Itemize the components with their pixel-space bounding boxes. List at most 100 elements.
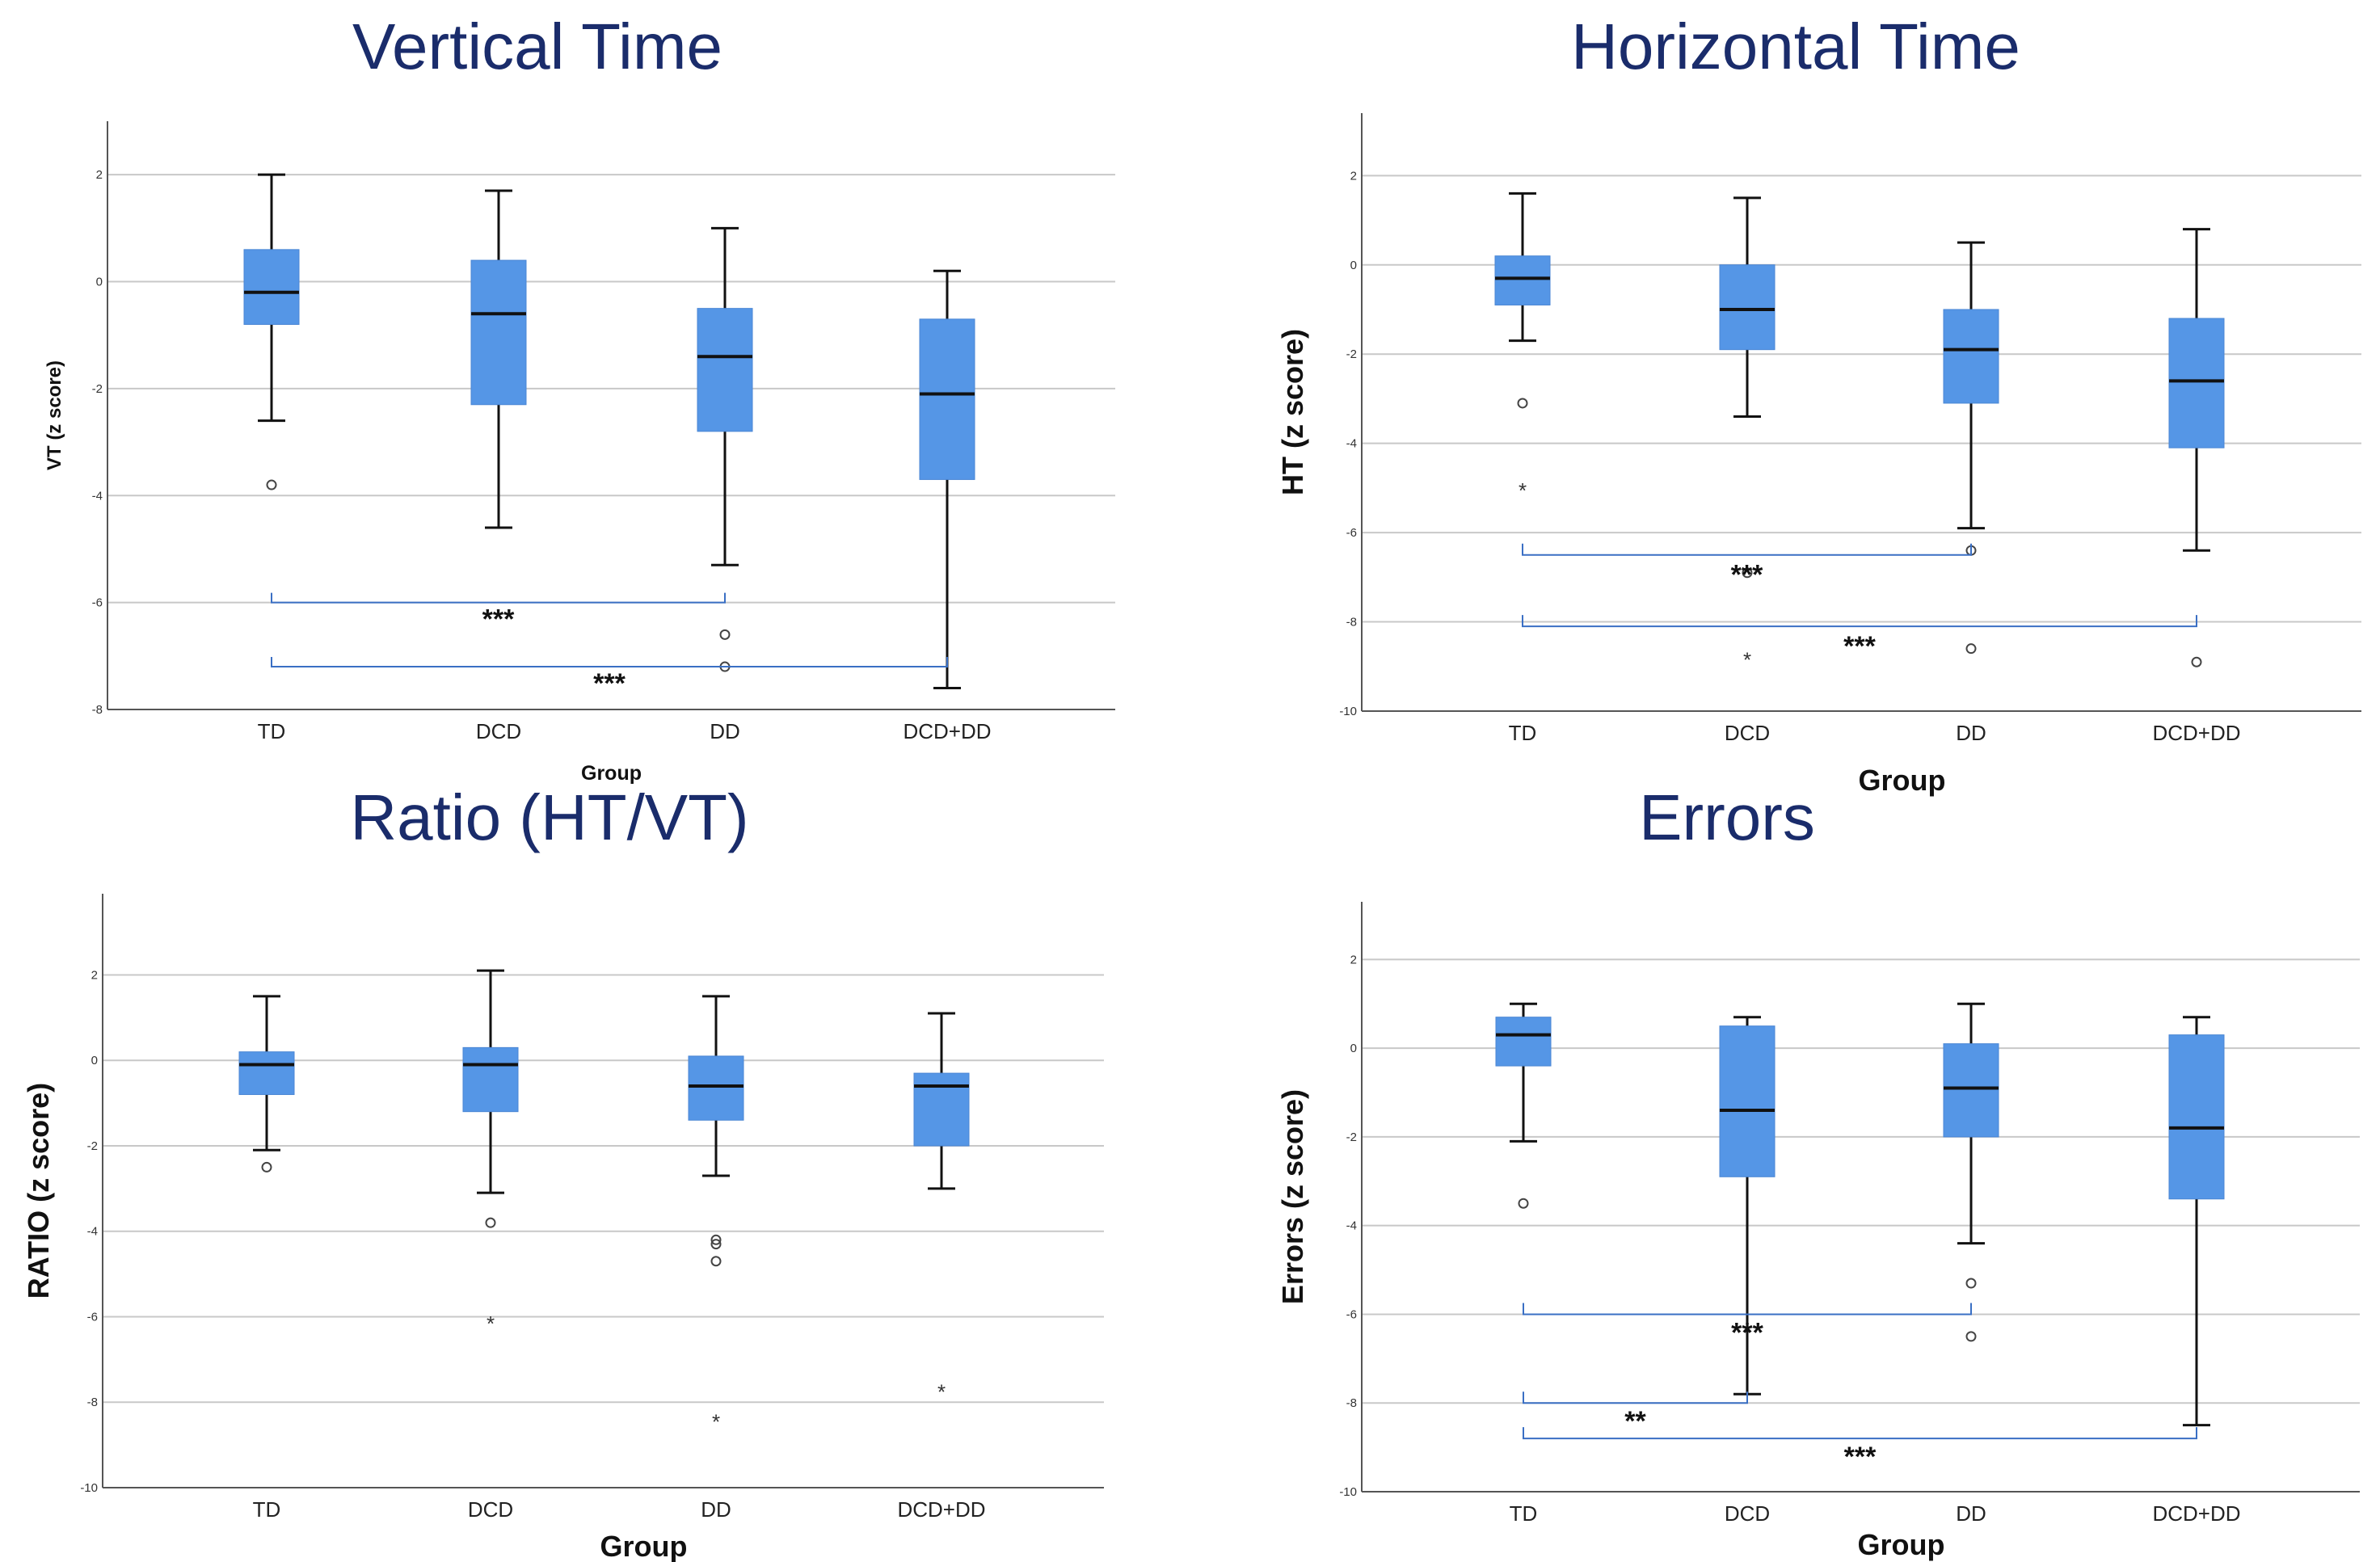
y-tick-label: -2 xyxy=(1346,347,1357,361)
box-iqr xyxy=(2168,1034,2225,1200)
x-tick-label: DD xyxy=(1956,1501,1986,1526)
x-axis-title: Group xyxy=(1859,764,1946,797)
x-tick-label: DCD+DD xyxy=(903,719,991,743)
bracket-line xyxy=(1523,1391,1748,1404)
outlier-point xyxy=(261,1161,272,1173)
outlier-point xyxy=(266,479,277,490)
chart-title: Ratio (HT/VT) xyxy=(350,781,749,853)
box-dcd-dd xyxy=(2168,1016,2225,1427)
bracket-line xyxy=(271,657,948,668)
panel-vertical-time: Vertical Time 2 0 -2 -4 -6 -8 TD DCD DD DCD+DD VT … xyxy=(0,0,1190,785)
bracket-line xyxy=(1523,1427,2197,1440)
box-iqr xyxy=(688,1055,744,1121)
significance-bracket: *** xyxy=(1523,1303,1972,1348)
y-tick-label: -8 xyxy=(1346,1396,1357,1410)
chart-title: Errors xyxy=(1639,781,1815,853)
y-tick-label: -2 xyxy=(87,1139,98,1153)
box-dd xyxy=(1943,241,1999,655)
y-tick-label: 2 xyxy=(96,168,103,182)
outlier-point xyxy=(1965,643,1977,655)
box-iqr xyxy=(2168,318,2225,448)
x-tick-label: DD xyxy=(1956,721,1986,745)
extreme-point: * xyxy=(1519,478,1527,503)
box-iqr xyxy=(1719,1025,1776,1177)
y-axis-title: Errors (z score) xyxy=(1276,1089,1309,1304)
box-iqr xyxy=(238,1051,295,1096)
vertical-time-chart: 2 0 -2 -4 -6 -8 TD DCD DD DCD+DD VT (z score) Group… xyxy=(44,121,1115,785)
y-tick-label: -6 xyxy=(92,596,103,610)
y-tick-label: 0 xyxy=(1350,259,1357,272)
x-tick-label: DCD xyxy=(1725,721,1770,745)
y-tick-label: -4 xyxy=(1346,437,1357,451)
significance-label: *** xyxy=(1731,1317,1763,1348)
outlier-point xyxy=(1518,1198,1529,1209)
box-dd: * xyxy=(688,995,744,1434)
x-tick-label: DD xyxy=(710,719,740,743)
significance-bracket: *** xyxy=(1523,1427,2197,1472)
y-tick-label: 2 xyxy=(1350,953,1357,966)
box-dcd xyxy=(470,189,527,529)
box-iqr xyxy=(1943,309,1999,404)
box-iqr xyxy=(1495,1017,1552,1067)
y-axis-title: HT (z score) xyxy=(1276,329,1309,495)
significance-bracket: *** xyxy=(1522,543,1972,591)
y-tick-label: -10 xyxy=(1339,705,1357,718)
box-td xyxy=(238,995,295,1173)
x-tick-label: TD xyxy=(253,1497,281,1522)
x-tick-label: TD xyxy=(1510,1501,1538,1526)
y-tick-label: -6 xyxy=(1346,526,1357,540)
bracket-line xyxy=(1522,543,1972,556)
box-iqr xyxy=(1719,264,1776,351)
box-dcd: * xyxy=(462,969,519,1336)
box-dcd-dd xyxy=(919,269,975,690)
outlier-point xyxy=(710,1239,722,1250)
y-tick-label: -4 xyxy=(87,1225,98,1239)
outlier-point xyxy=(1965,1331,1977,1342)
x-tick-label: DCD xyxy=(1725,1501,1770,1526)
box-dcd-dd xyxy=(2168,228,2225,667)
outlier-point xyxy=(710,1256,722,1267)
outlier-point xyxy=(2191,656,2202,667)
y-tick-label: -8 xyxy=(92,703,103,717)
panel-errors: Errors 2 0 -2 -4 -6 -8 -10 TD DCD DD DCD+DD Errors … xyxy=(1190,781,2379,1561)
y-tick-label: -2 xyxy=(92,382,103,396)
y-tick-label: 2 xyxy=(91,968,98,982)
significance-label: *** xyxy=(482,604,515,635)
y-tick-label: -10 xyxy=(80,1481,98,1495)
x-axis-title: Group xyxy=(581,762,642,785)
box-dd xyxy=(1943,1002,1999,1342)
significance-label: *** xyxy=(1844,1442,1877,1472)
outlier-point xyxy=(485,1217,496,1228)
y-tick-label: -4 xyxy=(1346,1219,1357,1233)
y-axis-title: VT (z score) xyxy=(44,360,65,470)
x-tick-label: DCD+DD xyxy=(2152,1501,2240,1526)
chart-title: Vertical Time xyxy=(352,11,722,82)
y-axis-title: RATIO (z score) xyxy=(22,1083,55,1299)
significance-bracket: ** xyxy=(1523,1391,1748,1437)
significance-bracket: *** xyxy=(271,592,726,635)
x-tick-label: TD xyxy=(258,719,286,743)
y-tick-label: 0 xyxy=(91,1054,98,1067)
bracket-line xyxy=(271,592,726,604)
box-td xyxy=(243,173,300,490)
ratio-chart: 2 0 -2 -4 -6 -8 -10 TD DCD DD DCD+DD RATIO (z score… xyxy=(22,894,1104,1562)
horizontal-time-chart: 2 0 -2 -4 -6 -8 -10 TD DCD DD DCD+DD HT (z score) Gr… xyxy=(1276,113,2361,797)
y-tick-label: -6 xyxy=(87,1310,98,1324)
box-iqr xyxy=(462,1046,519,1113)
panel-horizontal-time: Horizontal Time 2 0 -2 -4 -6 -8 -10 TD DCD DD DCD+… xyxy=(1190,0,2379,797)
box-dcd xyxy=(1719,1016,1776,1396)
extreme-point: * xyxy=(1743,648,1751,672)
box-td: * xyxy=(1494,192,1551,503)
extreme-point: * xyxy=(937,1379,946,1404)
bracket-line xyxy=(1523,1303,1972,1316)
y-tick-label: -8 xyxy=(87,1396,98,1409)
significance-label: *** xyxy=(1731,560,1763,591)
bracket-line xyxy=(1522,615,2197,628)
y-tick-label: -2 xyxy=(1346,1130,1357,1144)
y-tick-label: -10 xyxy=(1339,1485,1357,1499)
box-td xyxy=(1495,1002,1552,1209)
box-dcd-dd: * xyxy=(913,1012,970,1404)
y-tick-label: -6 xyxy=(1346,1307,1357,1321)
box-iqr xyxy=(470,259,527,406)
box-dcd: * xyxy=(1719,196,1776,672)
